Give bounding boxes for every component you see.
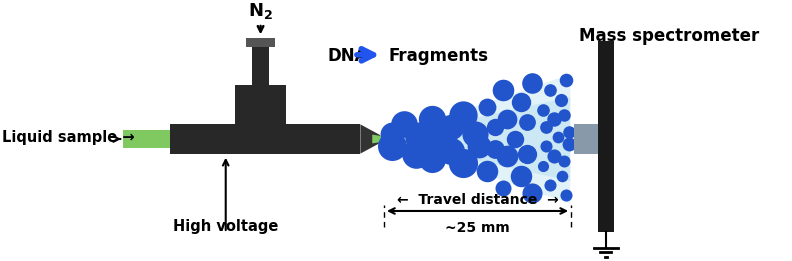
Point bbox=[556, 174, 569, 178]
Text: ←  Travel distance  →: ← Travel distance → bbox=[397, 193, 558, 207]
Polygon shape bbox=[235, 85, 286, 124]
Point bbox=[520, 152, 533, 156]
Point bbox=[386, 132, 398, 136]
Point bbox=[540, 125, 553, 129]
Point bbox=[552, 134, 565, 139]
Point bbox=[558, 112, 570, 117]
Point bbox=[481, 105, 493, 109]
Text: $\mathbf{N_2}$: $\mathbf{N_2}$ bbox=[248, 1, 273, 21]
Point bbox=[489, 147, 501, 151]
Point bbox=[520, 120, 533, 124]
Point bbox=[425, 117, 438, 122]
Point bbox=[548, 154, 561, 158]
Point bbox=[473, 144, 485, 149]
Point bbox=[497, 88, 509, 92]
Point bbox=[526, 81, 539, 85]
Point bbox=[398, 122, 410, 126]
Point bbox=[562, 129, 575, 134]
Point bbox=[501, 154, 513, 158]
Point bbox=[540, 144, 553, 149]
Point bbox=[409, 152, 422, 156]
Polygon shape bbox=[380, 74, 570, 204]
Point bbox=[413, 134, 426, 139]
Polygon shape bbox=[372, 135, 382, 143]
Point bbox=[445, 125, 458, 129]
Point bbox=[508, 137, 521, 141]
Point bbox=[544, 183, 557, 187]
Polygon shape bbox=[574, 124, 598, 154]
Polygon shape bbox=[252, 48, 269, 85]
Point bbox=[544, 88, 557, 92]
Point bbox=[554, 98, 567, 102]
Polygon shape bbox=[598, 41, 614, 232]
Text: ~25 mm: ~25 mm bbox=[445, 221, 510, 235]
Point bbox=[560, 193, 573, 197]
Text: High voltage: High voltage bbox=[173, 219, 279, 234]
Polygon shape bbox=[170, 124, 360, 154]
Point bbox=[536, 108, 549, 112]
Text: Mass spectrometer: Mass spectrometer bbox=[579, 27, 760, 45]
Polygon shape bbox=[123, 130, 186, 148]
Point bbox=[386, 144, 398, 149]
Polygon shape bbox=[246, 38, 275, 48]
Point bbox=[548, 117, 561, 122]
Point bbox=[445, 149, 458, 153]
Point bbox=[536, 164, 549, 168]
Polygon shape bbox=[380, 97, 570, 181]
Point bbox=[469, 132, 482, 136]
Polygon shape bbox=[360, 124, 380, 154]
Point bbox=[501, 117, 513, 122]
Point bbox=[433, 137, 446, 141]
Point bbox=[562, 142, 575, 146]
Text: Fragments: Fragments bbox=[388, 47, 488, 65]
Point bbox=[560, 78, 573, 82]
Text: Liquid sample →: Liquid sample → bbox=[2, 130, 134, 145]
Point bbox=[515, 174, 527, 178]
Point bbox=[481, 169, 493, 173]
Point bbox=[497, 186, 509, 190]
Point bbox=[425, 156, 438, 161]
Point bbox=[457, 161, 470, 165]
Point bbox=[558, 159, 570, 163]
Point bbox=[489, 125, 501, 129]
Point bbox=[457, 112, 470, 117]
Point bbox=[515, 100, 527, 104]
Point bbox=[526, 191, 539, 195]
Text: DNA: DNA bbox=[327, 47, 367, 65]
